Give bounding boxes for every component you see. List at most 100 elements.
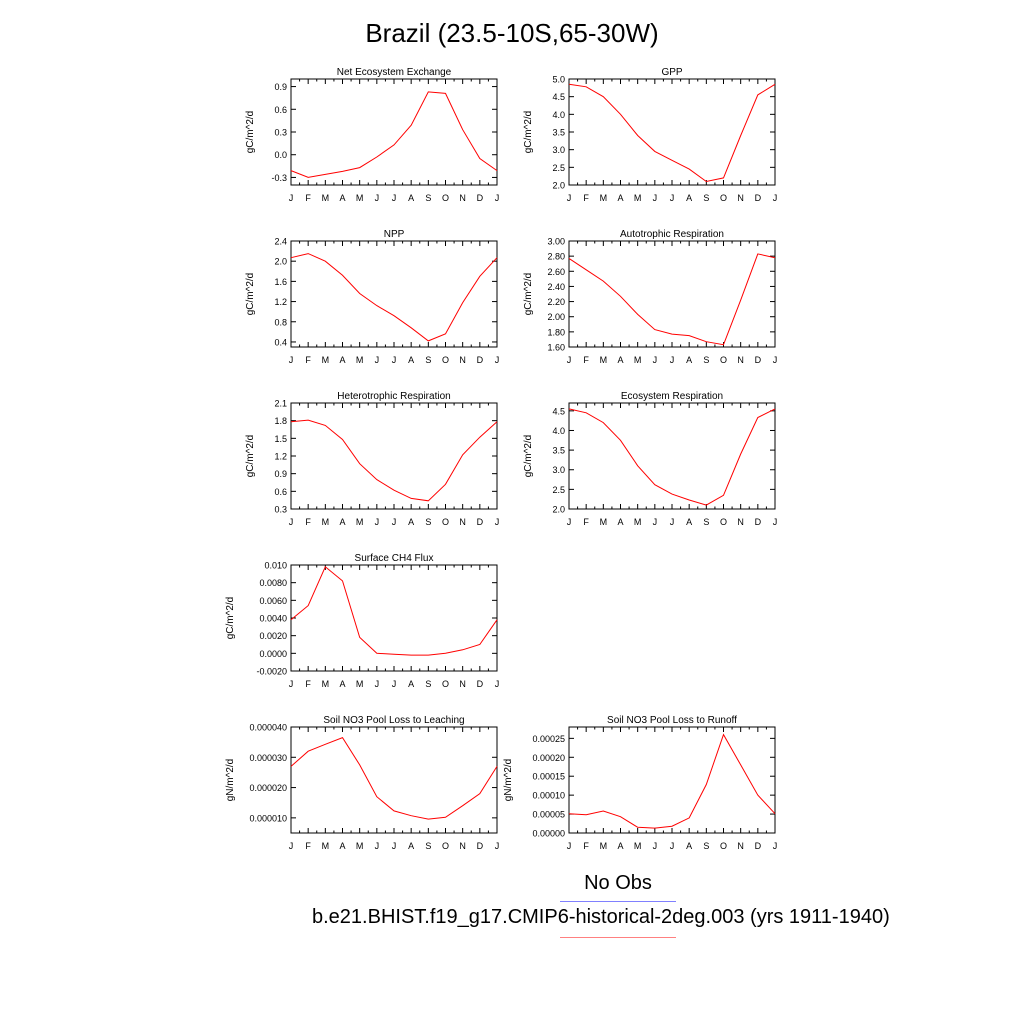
x-tick-label: J (670, 193, 675, 203)
x-tick-label: A (686, 355, 692, 365)
x-tick-label: M (356, 517, 364, 527)
y-tick-label: 0.00020 (532, 753, 565, 763)
x-tick-label: J (495, 355, 500, 365)
x-tick-label: D (755, 841, 762, 851)
x-tick-label: A (686, 193, 692, 203)
series-line (290, 91, 498, 178)
y-tick-label: 2.5 (552, 163, 565, 173)
legend-model-line (560, 937, 676, 938)
y-tick-label: 0.0040 (259, 614, 287, 624)
y-tick-label: 0.9 (274, 469, 287, 479)
chart-title: GPP (661, 67, 682, 78)
y-axis-label: gC/m^2/d (245, 435, 256, 478)
y-tick-label: 0.6 (274, 105, 287, 115)
x-tick-label: J (773, 517, 778, 527)
x-tick-label: N (459, 517, 466, 527)
y-axis-label: gN/m^2/d (225, 759, 236, 802)
x-tick-label: J (375, 355, 380, 365)
x-tick-label: F (583, 841, 589, 851)
x-tick-label: A (339, 355, 345, 365)
y-tick-label: 1.80 (547, 327, 565, 337)
x-tick-label: S (703, 517, 709, 527)
x-tick-label: O (720, 841, 727, 851)
x-tick-label: O (442, 679, 449, 689)
series-line (568, 253, 776, 346)
x-tick-label: J (653, 193, 658, 203)
x-tick-label: O (720, 355, 727, 365)
chart-title: Ecosystem Respiration (621, 391, 723, 402)
page-title: Brazil (23.5-10S,65-30W) (365, 18, 659, 48)
x-tick-label: O (720, 193, 727, 203)
y-tick-label: 2.20 (547, 297, 565, 307)
y-tick-label: 0.0060 (259, 596, 287, 606)
chart-title: Soil NO3 Pool Loss to Leaching (323, 715, 464, 726)
y-tick-label: 0.000040 (249, 723, 287, 733)
x-tick-label: J (289, 841, 294, 851)
y-tick-label: 0.6 (274, 487, 287, 497)
x-tick-label: M (322, 679, 330, 689)
x-tick-label: M (356, 679, 364, 689)
y-tick-label: 1.2 (274, 452, 287, 462)
y-tick-label: 0.00005 (532, 810, 565, 820)
series-line (568, 83, 776, 183)
x-tick-label: J (392, 517, 397, 527)
x-tick-label: M (600, 193, 608, 203)
y-tick-label: 0.9 (274, 82, 287, 92)
y-tick-label: 0.4 (274, 337, 287, 347)
x-tick-label: J (495, 841, 500, 851)
y-axis-label: gC/m^2/d (523, 273, 534, 316)
series-line (568, 408, 776, 506)
x-tick-label: J (495, 517, 500, 527)
x-tick-label: J (567, 841, 572, 851)
plot-frame (568, 240, 776, 348)
x-tick-label: F (583, 193, 589, 203)
x-tick-label: O (442, 517, 449, 527)
x-tick-label: M (600, 517, 608, 527)
y-tick-label: 0.3 (274, 128, 287, 138)
legend-model-label: b.e21.BHIST.f19_g17.CMIP6-historical-2de… (312, 906, 890, 928)
y-axis-label: gC/m^2/d (245, 111, 256, 154)
x-tick-label: A (686, 841, 692, 851)
x-tick-label: S (703, 193, 709, 203)
y-axis-label: gC/m^2/d (225, 597, 236, 640)
plot-frame (290, 402, 498, 510)
y-tick-label: 2.0 (552, 505, 565, 515)
x-tick-label: N (737, 355, 744, 365)
x-tick-label: D (477, 193, 484, 203)
x-tick-label: J (670, 841, 675, 851)
x-tick-label: S (425, 355, 431, 365)
x-tick-label: A (617, 355, 623, 365)
series-line (290, 253, 498, 342)
x-tick-label: M (634, 841, 642, 851)
y-axis-label: gC/m^2/d (523, 435, 534, 478)
y-tick-label: 0.010 (264, 561, 287, 571)
x-tick-label: D (755, 517, 762, 527)
x-tick-label: A (408, 193, 414, 203)
y-tick-label: 2.0 (274, 257, 287, 267)
x-tick-label: O (720, 517, 727, 527)
x-tick-label: S (425, 841, 431, 851)
chart-panel-8: Soil NO3 Pool Loss to Leaching gN/m^2/d J F… (225, 715, 499, 851)
x-tick-label: A (617, 517, 623, 527)
x-tick-label: A (339, 679, 345, 689)
x-tick-label: D (755, 193, 762, 203)
y-tick-label: 0.3 (274, 505, 287, 515)
x-tick-label: D (477, 355, 484, 365)
x-tick-label: A (408, 679, 414, 689)
y-tick-label: 0.8 (274, 317, 287, 327)
series-line (290, 565, 498, 656)
x-tick-label: J (289, 517, 294, 527)
series-line (290, 419, 498, 502)
series-line (568, 733, 776, 829)
y-tick-label: 5.0 (552, 75, 565, 85)
x-tick-label: S (703, 841, 709, 851)
chart-title: Autotrophic Respiration (620, 229, 724, 240)
y-tick-label: 2.4 (274, 237, 287, 247)
x-tick-label: S (425, 679, 431, 689)
x-tick-label: J (289, 193, 294, 203)
y-tick-label: -0.3 (271, 173, 287, 183)
